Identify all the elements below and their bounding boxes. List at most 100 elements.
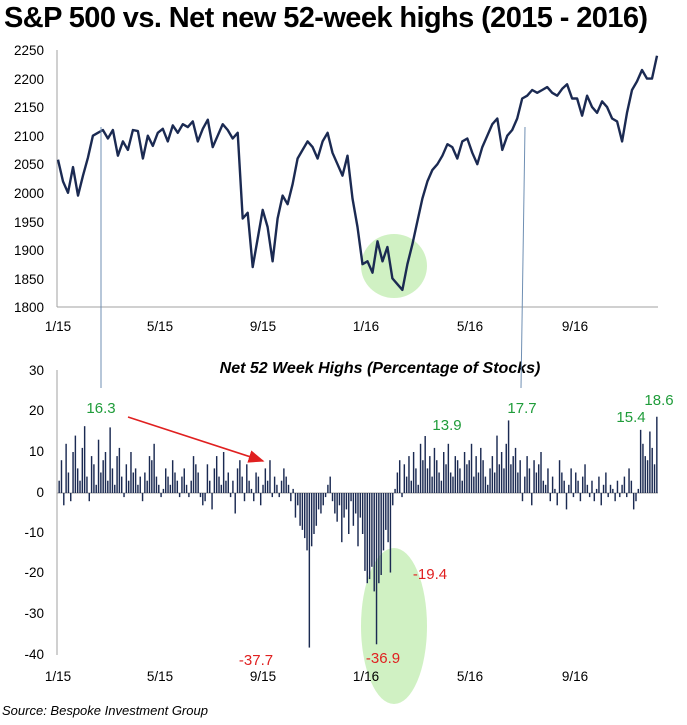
net-highs-bar bbox=[306, 493, 308, 551]
net-highs-bar bbox=[123, 493, 125, 498]
net-highs-bar bbox=[415, 468, 417, 493]
net-highs-bar bbox=[419, 443, 422, 493]
net-highs-bar bbox=[609, 484, 612, 493]
net-highs-bar bbox=[651, 447, 653, 493]
net-highs-bar bbox=[470, 443, 473, 493]
net-highs-bar bbox=[500, 452, 503, 493]
net-highs-bar bbox=[549, 493, 551, 502]
connector-line-2016-breakout bbox=[520, 126, 526, 389]
net-highs-bar bbox=[366, 493, 368, 584]
net-highs-bar bbox=[542, 480, 545, 493]
net-highs-bar bbox=[331, 493, 334, 502]
net-highs-bar bbox=[398, 460, 401, 493]
net-highs-bar bbox=[401, 493, 403, 498]
net-highs-bar bbox=[137, 484, 139, 493]
sp500-ytick-2150: 2150 bbox=[14, 100, 44, 115]
net-highs-bar bbox=[517, 472, 519, 493]
net-highs-bar bbox=[287, 484, 290, 493]
net-highs-subtitle: Net 52 Week Highs (Percentage of Stocks) bbox=[220, 360, 541, 377]
net-highs-bar bbox=[456, 460, 459, 493]
net-highs-bar bbox=[202, 493, 204, 506]
net-highs-bar bbox=[58, 480, 60, 493]
net-highs-bar bbox=[630, 480, 633, 493]
net-highs-bar bbox=[190, 480, 192, 493]
sp500-ytick-2100: 2100 bbox=[14, 129, 44, 144]
sp500-ytick-1850: 1850 bbox=[14, 272, 44, 287]
net-highs-ytick-neg20: -20 bbox=[24, 565, 44, 580]
net-highs-bar bbox=[334, 493, 336, 514]
net-highs-bottom-highlight bbox=[361, 548, 427, 704]
sp500-xtick-1-15: 1/15 bbox=[45, 319, 71, 334]
net-highs-bar bbox=[389, 493, 392, 573]
net-highs-bar bbox=[575, 472, 577, 493]
annotation-16-3: 16.3 bbox=[86, 400, 115, 417]
net-highs-bar bbox=[222, 452, 225, 493]
net-highs-bar bbox=[357, 493, 359, 547]
net-highs-bar bbox=[588, 493, 591, 498]
net-highs-bar bbox=[262, 484, 264, 493]
net-highs-bar bbox=[473, 476, 475, 493]
net-highs-bar bbox=[151, 460, 153, 493]
net-highs-bar bbox=[361, 493, 364, 534]
net-highs-bar bbox=[354, 493, 357, 514]
net-highs-bar bbox=[475, 456, 477, 493]
net-highs-bar bbox=[181, 476, 183, 493]
net-highs-xtick-1-15: 1/15 bbox=[45, 669, 71, 684]
net-highs-bar bbox=[642, 443, 644, 493]
net-highs-bar bbox=[579, 493, 582, 502]
divergence-arrow bbox=[127, 416, 265, 463]
net-highs-bar bbox=[255, 472, 257, 493]
net-highs-bar bbox=[304, 493, 306, 539]
net-highs-y-tick-labels: -40 -30 -20 -10 0 10 20 30 bbox=[24, 363, 44, 662]
net-highs-ytick-0: 0 bbox=[36, 485, 44, 500]
net-highs-bar bbox=[626, 493, 628, 498]
net-highs-bar bbox=[264, 468, 267, 493]
net-highs-bar bbox=[581, 476, 584, 493]
net-highs-bar bbox=[65, 443, 67, 493]
net-highs-bar bbox=[236, 468, 239, 493]
sp500-axis-group bbox=[56, 50, 658, 308]
net-highs-bar bbox=[459, 468, 461, 493]
annotation-neg-19-4: -19.4 bbox=[413, 566, 447, 583]
net-highs-bar bbox=[132, 472, 135, 493]
net-highs-bar bbox=[130, 452, 132, 493]
net-highs-bar bbox=[493, 472, 496, 493]
net-highs-bar bbox=[556, 493, 558, 506]
net-highs-bar bbox=[114, 484, 116, 493]
net-highs-ytick-neg40: -40 bbox=[24, 647, 44, 662]
net-highs-bar bbox=[524, 476, 526, 493]
net-highs-bar bbox=[598, 476, 600, 493]
annotation-17-7: 17.7 bbox=[507, 400, 536, 417]
net-highs-bar bbox=[285, 476, 287, 493]
net-highs-x-tick-labels: 1/15 5/15 9/15 1/16 5/16 9/16 bbox=[45, 669, 588, 684]
net-highs-bar bbox=[394, 488, 396, 493]
net-highs-bar bbox=[408, 456, 410, 493]
net-highs-bar bbox=[257, 476, 260, 493]
sp500-ytick-1900: 1900 bbox=[14, 243, 44, 258]
net-highs-bar bbox=[480, 447, 482, 493]
net-highs-xtick-5-15: 5/15 bbox=[147, 669, 173, 684]
net-highs-bar bbox=[614, 493, 616, 502]
net-highs-bar bbox=[623, 476, 626, 493]
net-highs-bar bbox=[67, 472, 70, 493]
sp500-x-tick-labels: 1/15 5/15 9/15 1/16 5/16 9/16 bbox=[45, 319, 588, 334]
net-highs-bar bbox=[348, 493, 350, 534]
net-highs-bar bbox=[359, 493, 362, 518]
net-highs-bar bbox=[345, 493, 348, 510]
net-highs-bar bbox=[100, 472, 102, 493]
net-highs-bar bbox=[619, 493, 621, 498]
net-highs-bar bbox=[320, 493, 322, 514]
net-highs-bar bbox=[204, 493, 206, 502]
net-highs-bar bbox=[621, 484, 623, 493]
net-highs-bar bbox=[209, 480, 211, 493]
net-highs-bar bbox=[294, 493, 297, 518]
net-highs-bar bbox=[220, 484, 223, 493]
sp500-xtick-9-16: 9/16 bbox=[562, 319, 588, 334]
net-highs-bar bbox=[436, 460, 438, 493]
net-highs-bar bbox=[313, 493, 315, 534]
net-highs-bar bbox=[602, 484, 605, 493]
net-highs-bar bbox=[174, 472, 176, 493]
net-highs-bar bbox=[607, 493, 609, 498]
net-highs-bar bbox=[79, 480, 81, 493]
net-highs-bar bbox=[218, 476, 220, 493]
